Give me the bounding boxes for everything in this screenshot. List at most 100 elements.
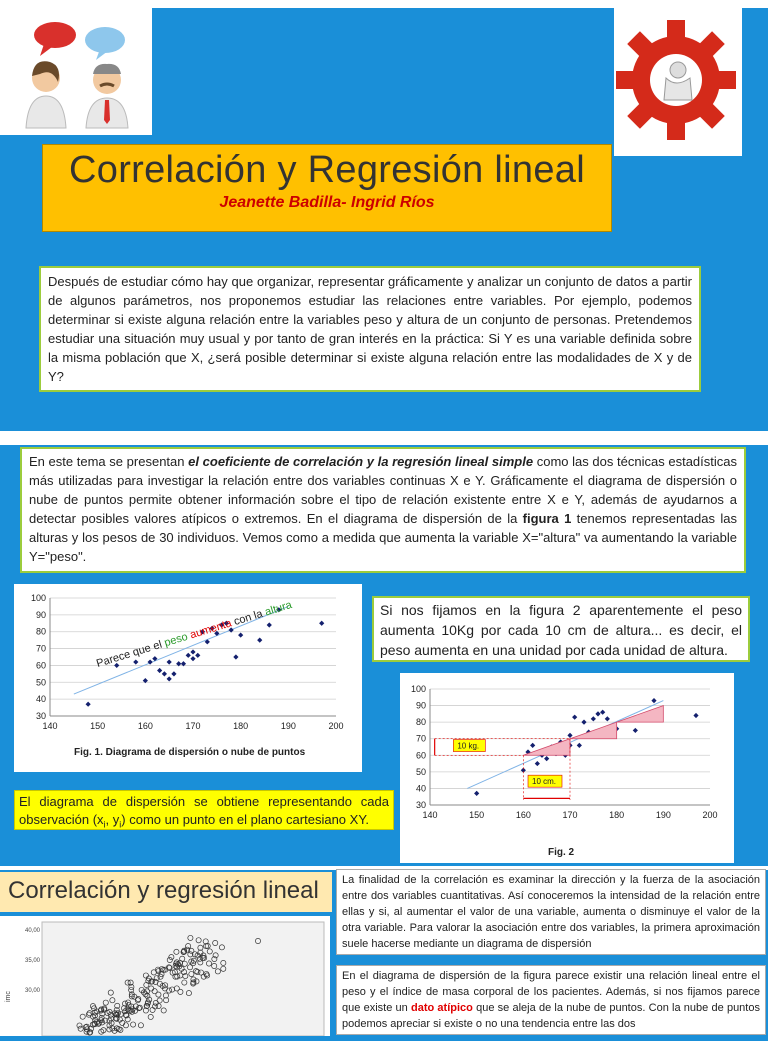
y-tick-label: 100 (411, 684, 426, 694)
atypical-data-label: dato atípico (410, 1002, 473, 1014)
scatter-circle (129, 1008, 135, 1015)
x-tick-label: 140 (422, 810, 437, 820)
scatter-circle (86, 1010, 93, 1017)
scatter-circle (193, 968, 200, 975)
figure-2: 100 90 80 70 60 50 40 30 140 150 160 170 180 190 200 10… (400, 673, 734, 863)
data-point (199, 629, 206, 635)
y-tick-label: 90 (36, 610, 46, 620)
data-point (85, 701, 91, 707)
scatter-circle (166, 957, 173, 963)
scatter-circle (102, 1017, 108, 1024)
y-tick-label: 30 (36, 711, 46, 721)
x-tick-label: 160 (516, 810, 531, 820)
section3-heading: Correlación y regresión lineal (8, 877, 319, 904)
scatter-circle (193, 978, 200, 985)
y-tick-label: 60 (36, 660, 46, 670)
data-point (581, 719, 587, 725)
scatter-circle (144, 1002, 150, 1009)
scatter-circle (190, 976, 197, 983)
y-tick-label: 35,00 (25, 958, 41, 964)
data-point (530, 742, 536, 748)
x-tick-label: 170 (185, 721, 200, 731)
scatter-circle (160, 1007, 167, 1014)
note-sub-1: i (103, 819, 106, 830)
top-header-strip (0, 0, 768, 8)
data-point (534, 760, 540, 767)
scatter-circle (127, 979, 134, 986)
scatter-definition-note: El diagrama de dispersión se obtiene rep… (14, 790, 394, 830)
scatter-circle (92, 1012, 98, 1019)
scatter-circle (101, 1006, 108, 1013)
scatter-circle (115, 1010, 121, 1016)
figure-1-reference: figura 1 (522, 511, 572, 526)
scatter-circle (220, 960, 227, 966)
people-chat-illustration (0, 8, 152, 135)
scatter-circle (152, 978, 159, 985)
intro-text: Después de estudiar cómo hay que organiz… (48, 274, 692, 384)
note-text-1: El diagrama de dispersión se obtiene rep… (19, 794, 389, 827)
data-point (223, 620, 229, 626)
scatter-circle (128, 987, 135, 993)
scatter-circle (206, 960, 212, 967)
step-triangle (616, 705, 664, 723)
scatter-circle (112, 1010, 118, 1017)
scatter-circle (169, 986, 176, 993)
scatter-circle (97, 1007, 104, 1014)
data-point (166, 676, 172, 682)
data-point (190, 656, 196, 662)
scatter-circle (108, 1015, 114, 1022)
scatter-circle (177, 988, 184, 995)
section2-text-2: como las dos técnicas estadísticas más u… (29, 454, 738, 526)
scatter-circle (99, 1010, 106, 1017)
data-point (600, 709, 606, 715)
kg-label: 10 kg. (457, 742, 479, 751)
figure-2-explanation-text: Si nos fijamos en la figura 2 aparenteme… (380, 602, 742, 658)
scatter-circle (169, 969, 176, 976)
data-point (544, 756, 550, 762)
data-point (171, 671, 177, 677)
scatter-circle (149, 1006, 156, 1013)
scatter-circle (90, 1013, 97, 1020)
scatter-circle (136, 1004, 143, 1011)
note-text-3: ) como un punto en el plano cartesiano X… (121, 812, 369, 827)
scatter-circle (168, 954, 175, 961)
figure-2-caption: Fig. 2 (548, 847, 575, 858)
scatter-circle (190, 957, 197, 964)
scatter-circle (124, 1016, 131, 1023)
data-point (590, 716, 596, 722)
y-tick-label: 40 (36, 694, 46, 704)
scatter-circle (212, 940, 219, 946)
scatter-circle (212, 952, 219, 959)
people-chat-icon (25, 22, 129, 129)
scatter-circle (142, 972, 149, 979)
data-point (266, 622, 272, 628)
scatter-circle (172, 962, 179, 969)
data-point (319, 620, 325, 626)
scatter-circle (152, 1000, 159, 1006)
data-point (572, 714, 578, 720)
data-point (257, 637, 263, 643)
scatter-circle (142, 991, 149, 998)
scatter-circle (188, 947, 195, 954)
scatter-circle (143, 988, 150, 995)
scatter-circle (131, 993, 138, 1000)
scatter-circle (194, 969, 201, 975)
scatter-circle (142, 1007, 149, 1014)
scatter-circle (161, 985, 168, 992)
scatter-circle (197, 959, 204, 966)
scatter-circle (91, 1005, 97, 1012)
scatter-circle (166, 964, 172, 971)
data-point (632, 727, 638, 734)
figure-3: imc 40,00 35,00 30,00 (0, 916, 330, 1037)
scatter-circle (201, 954, 208, 961)
data-point (576, 742, 582, 748)
step-triangle (523, 738, 571, 756)
figure-1: 100 90 80 70 60 50 40 30 140 150 160 170 180 190 200 Pa… (14, 584, 362, 772)
y-tick-label: 80 (416, 717, 426, 727)
note-text-2: , y (105, 812, 120, 827)
scatter-circle (148, 985, 155, 992)
section3-text-2a: En el diagrama de dispersión de la figur… (342, 970, 760, 1014)
scatter-circle (190, 960, 197, 967)
scatter-circle (206, 948, 213, 955)
cm-label-box (527, 774, 563, 788)
